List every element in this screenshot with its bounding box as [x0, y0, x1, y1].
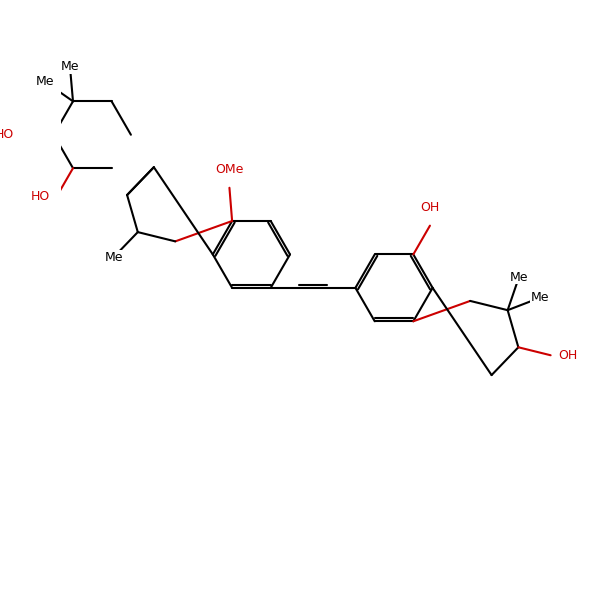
- Text: OH: OH: [421, 201, 440, 214]
- Text: Me: Me: [35, 75, 54, 88]
- Text: Me: Me: [531, 291, 550, 304]
- Text: Me: Me: [509, 271, 528, 284]
- Text: HO: HO: [0, 128, 14, 141]
- Text: Me: Me: [61, 60, 79, 73]
- Text: OMe: OMe: [215, 163, 244, 176]
- Text: HO: HO: [31, 190, 50, 203]
- Text: Me: Me: [104, 251, 123, 264]
- Text: OH: OH: [559, 349, 578, 362]
